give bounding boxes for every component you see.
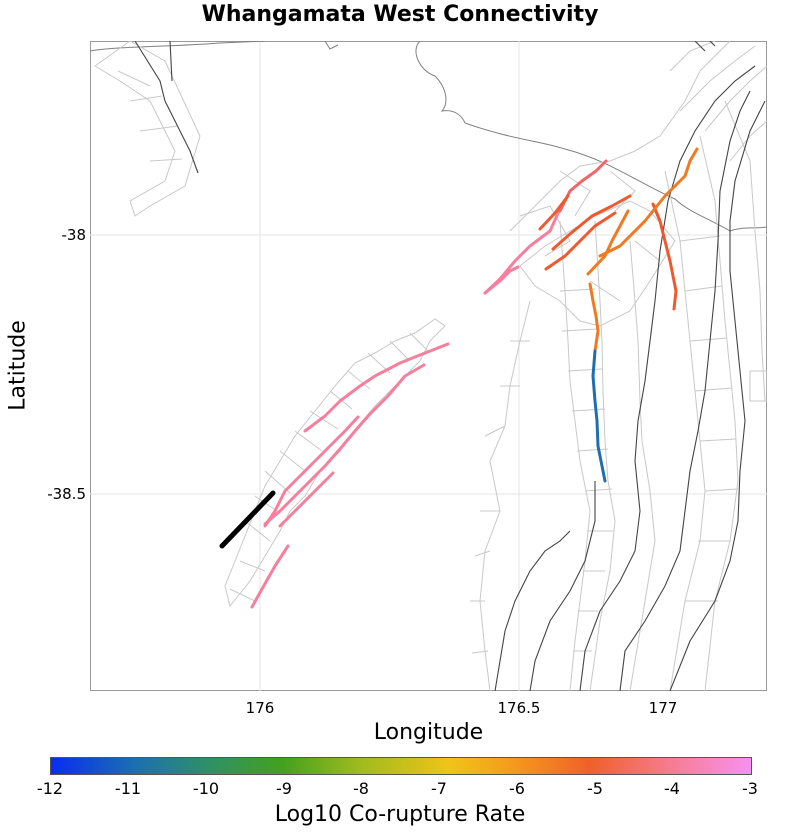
y-tick-label: -38.5 [47, 485, 86, 503]
rupture-sections [219, 147, 699, 609]
colorbar-tick: -10 [192, 779, 220, 798]
fault-traces [134, 41, 766, 691]
rupture-section-redorange [651, 202, 678, 311]
rupture-section-pink [263, 363, 426, 526]
rupture-section-pink [250, 544, 290, 609]
colorbar-tick: -6 [509, 779, 525, 798]
colorbar [50, 757, 752, 775]
map-plot-area [90, 41, 767, 691]
rupture-section-pink [278, 471, 335, 528]
rupture-section-orange [586, 209, 630, 276]
rupture-section-orange [598, 147, 699, 258]
y-tick-label: -38 [61, 226, 87, 244]
selected-fault-section [219, 490, 276, 549]
x-tick-label: 176 [245, 699, 275, 717]
plot-frame [90, 41, 767, 691]
rupture-section-redorange [551, 194, 632, 251]
x-axis-label: Longitude [373, 720, 484, 745]
colorbar-tick: -8 [353, 779, 369, 798]
rupture-section-blue [591, 349, 607, 483]
colorbar-tick: -4 [664, 779, 680, 798]
rupture-section-redorange [544, 211, 617, 271]
rupture-section-pink [483, 207, 562, 295]
rupture-section-pink [263, 415, 360, 528]
colorbar-label: Log10 Co-rupture Rate [274, 802, 526, 827]
colorbar-tick: -5 [587, 779, 603, 798]
rupture-section-orange [588, 282, 600, 353]
map-title: Whangamata West Connectivity [201, 2, 599, 27]
colorbar-tick: -7 [431, 779, 447, 798]
rupture-section-redorange [538, 194, 570, 231]
x-tick-label: 176.5 [497, 699, 541, 717]
fault-patches [94, 41, 767, 691]
rupture-section-pink [303, 342, 450, 433]
y-axis-label: Latitude [5, 320, 31, 411]
colorbar-tick: -12 [36, 779, 64, 798]
colorbar-tick: -9 [276, 779, 292, 798]
gridlines [90, 41, 767, 691]
colorbar-tick: -3 [742, 779, 758, 798]
colorbar-tick: -11 [114, 779, 142, 798]
x-tick-label: 177 [648, 699, 678, 717]
